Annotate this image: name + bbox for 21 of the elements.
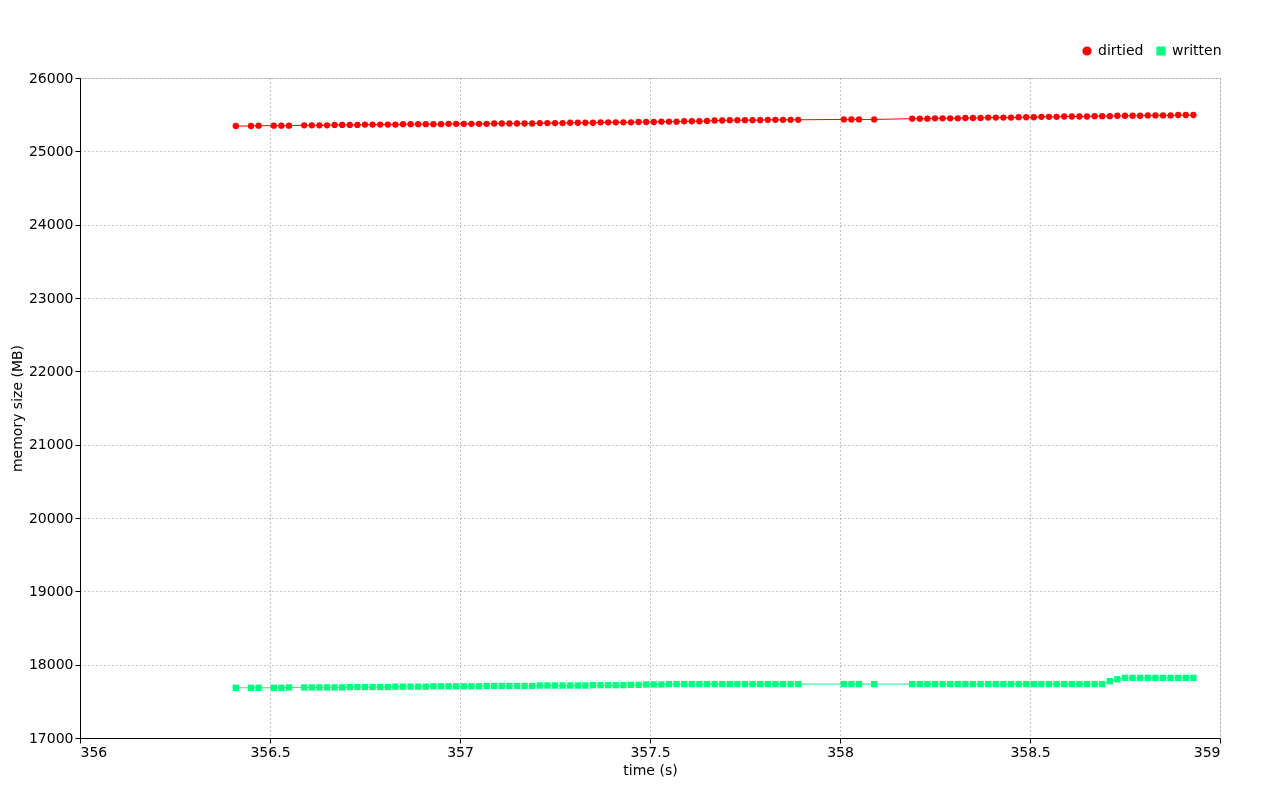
y-tick-label: 20000 [28, 509, 74, 526]
y-axis-title: memory size (MB) [8, 344, 25, 473]
x-tick-label: 358.5 [1010, 743, 1051, 760]
legend-label: written [1172, 42, 1222, 58]
y-tick-label: 22000 [28, 362, 74, 379]
y-tick-label: 19000 [28, 582, 74, 599]
x-tick-label: 359 [1193, 743, 1221, 760]
y-tick-label: 26000 [28, 69, 74, 86]
x-tick-label: 357 [447, 743, 474, 760]
x-axis-title: time (s) [623, 761, 678, 778]
x-tick-label: 356 [80, 743, 108, 760]
y-tick-label: 23000 [28, 289, 74, 306]
y-tick-label: 25000 [28, 142, 74, 159]
legend-label: dirtied [1098, 42, 1144, 58]
y-tick-label: 18000 [28, 656, 74, 673]
y-tick-label: 21000 [28, 436, 74, 453]
x-tick-label: 356.5 [250, 743, 291, 760]
x-tick-label: 357.5 [630, 743, 671, 760]
x-tick-label: 358 [827, 743, 854, 760]
y-tick-label: 17000 [28, 729, 74, 746]
y-tick-label: 24000 [28, 216, 74, 233]
